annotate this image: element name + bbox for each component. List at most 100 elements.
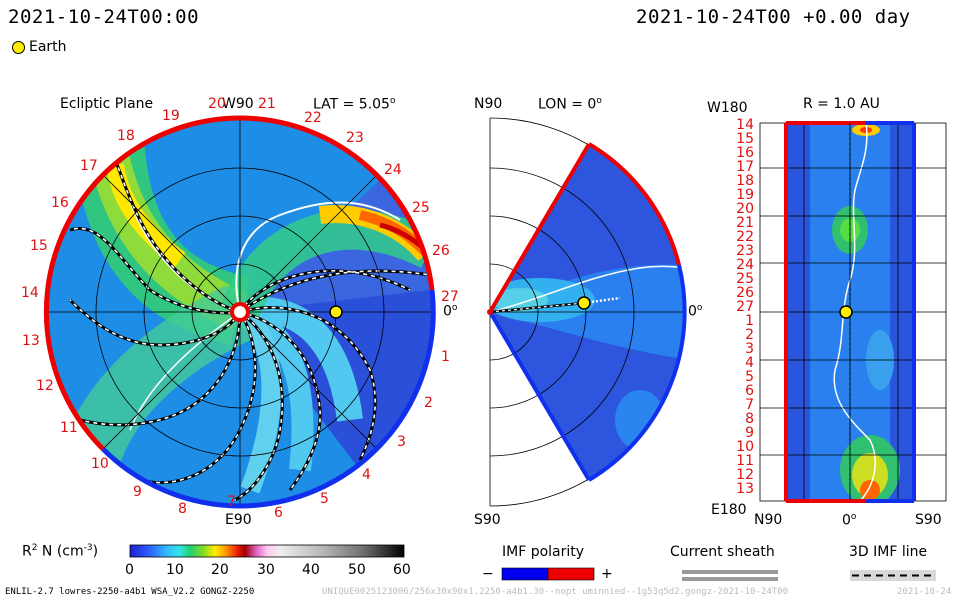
radial-row-label: 20 [736, 201, 754, 217]
imf3d-legend-line [850, 570, 936, 581]
radial-row-label: 11 [736, 453, 754, 469]
radial-top-label: W180 [707, 100, 748, 116]
radial-row-label: 19 [736, 187, 754, 203]
ecliptic-tick: 6 [274, 505, 283, 521]
radial-row-label: 17 [736, 159, 754, 175]
radial-row-label: 15 [736, 131, 754, 147]
ecliptic-tick: 27 [441, 289, 459, 305]
ecliptic-tick: 18 [117, 128, 135, 144]
sun-marker-icon [230, 302, 250, 322]
ecliptic-tick: 17 [80, 158, 98, 174]
footer-run-id: UNIQUE0025123006/256x30x90x1.2250-a4b1.3… [322, 587, 788, 597]
radial-row-label: 14 [736, 117, 754, 133]
ecliptic-right-label: 0o [443, 303, 458, 320]
radial-row-label: 18 [736, 173, 754, 189]
radial-bottom-right: S90 [915, 512, 942, 528]
colorbar-tick: 0 [125, 562, 134, 578]
ecliptic-tick: 22 [304, 110, 322, 126]
meridional-bottom-label: S90 [474, 512, 501, 528]
ecliptic-tick: 11 [60, 420, 78, 436]
earth-legend: Earth [12, 39, 67, 55]
radial-row-label: 22 [736, 229, 754, 245]
radial-plot [759, 121, 947, 503]
ecliptic-lat-label: LAT = 5.05o [313, 96, 396, 113]
imf-polarity-bar [501, 567, 595, 581]
ecliptic-tick: 4 [362, 467, 371, 483]
earth-marker-icon [12, 40, 25, 54]
density-colorbar [129, 544, 405, 558]
radial-row-label: 12 [736, 467, 754, 483]
current-sheath-title: Current sheath [670, 544, 775, 560]
ecliptic-tick: 16 [51, 195, 69, 211]
imf-polarity-title: IMF polarity [502, 544, 585, 560]
right-timestamp: 2021-10-24T00 +0.00 day [636, 6, 911, 28]
radial-row-label: 4 [745, 355, 754, 371]
ecliptic-tick: 12 [36, 378, 54, 394]
ecliptic-tick: 3 [397, 434, 406, 450]
radial-r-label: R = 1.0 AU [803, 96, 880, 112]
ecliptic-tick: 14 [21, 285, 39, 301]
imf-plus-label: + [601, 566, 613, 582]
earth-marker-icon [577, 296, 591, 310]
radial-bottom-left: N90 [754, 512, 783, 528]
ecliptic-tick: 23 [346, 130, 364, 146]
left-timestamp: 2021-10-24T00:00 [8, 6, 200, 28]
ecliptic-tick: 25 [412, 200, 430, 216]
ecliptic-tick: 24 [384, 162, 402, 178]
radial-bottom-mid: 0o [842, 512, 857, 529]
ecliptic-plane-plot [43, 115, 436, 509]
colorbar-tick: 20 [211, 562, 229, 578]
ecliptic-tick: 1 [441, 349, 450, 365]
colorbar-tick: 40 [302, 562, 320, 578]
radial-row-label: 1 [745, 313, 754, 329]
current-sheath-legend-line [682, 570, 778, 581]
ecliptic-tick: 20 [208, 96, 226, 112]
radial-row-label: 8 [745, 411, 754, 427]
radial-row-label: 23 [736, 243, 754, 259]
ecliptic-tick: 19 [162, 108, 180, 124]
radial-row-label: 21 [736, 215, 754, 231]
ecliptic-tick: 15 [30, 238, 48, 254]
radial-row-label: 2 [745, 327, 754, 343]
radial-row-label: 5 [745, 369, 754, 385]
radial-row-label: 25 [736, 271, 754, 287]
ecliptic-tick: 13 [22, 333, 40, 349]
colorbar-tick: 30 [257, 562, 275, 578]
earth-label: Earth [29, 39, 67, 55]
footer-date: 2021-10-24 [897, 587, 952, 597]
ecliptic-title: Ecliptic Plane [60, 96, 154, 112]
radial-row-label: 24 [736, 257, 754, 273]
ecliptic-tick: 26 [432, 243, 450, 259]
imf3d-title: 3D IMF line [849, 544, 928, 560]
meridional-top-label: N90 [474, 96, 503, 112]
radial-row-label: 9 [745, 425, 754, 441]
radial-row-label: 27 [736, 299, 754, 315]
meridional-plane-plot [487, 117, 687, 507]
colorbar-label: R2 N (cm-3) [22, 543, 99, 560]
radial-row-label: 26 [736, 285, 754, 301]
radial-row-label: 3 [745, 341, 754, 357]
ecliptic-tick: 7 [227, 494, 236, 510]
radial-row-label: 10 [736, 439, 754, 455]
earth-marker-icon [329, 305, 343, 319]
ecliptic-tick: 8 [178, 501, 187, 517]
colorbar-tick: 50 [348, 562, 366, 578]
radial-row-label: 6 [745, 383, 754, 399]
footer-model-info: ENLIL-2.7 lowres-2250-a4b1 WSA_V2.2 GONG… [5, 587, 255, 597]
ecliptic-tick: 21 [258, 96, 276, 112]
ecliptic-tick: 9 [133, 484, 142, 500]
ecliptic-tick: 10 [91, 456, 109, 472]
ecliptic-bottom-label: E90 [225, 512, 252, 528]
imf-minus-label: − [482, 566, 494, 582]
radial-bottom-label: E180 [711, 502, 747, 518]
radial-row-label: 7 [745, 397, 754, 413]
radial-row-label: 16 [736, 145, 754, 161]
radial-row-labels: 14 15 16 17 18 19 20 21 22 23 24 25 26 2… [728, 118, 754, 496]
radial-row-label: 13 [736, 481, 754, 497]
ecliptic-tick: 5 [320, 491, 329, 507]
ecliptic-tick: 2 [424, 395, 433, 411]
earth-marker-icon [839, 305, 853, 319]
ecliptic-top-label: W90 [222, 96, 254, 112]
colorbar-tick: 10 [166, 562, 184, 578]
